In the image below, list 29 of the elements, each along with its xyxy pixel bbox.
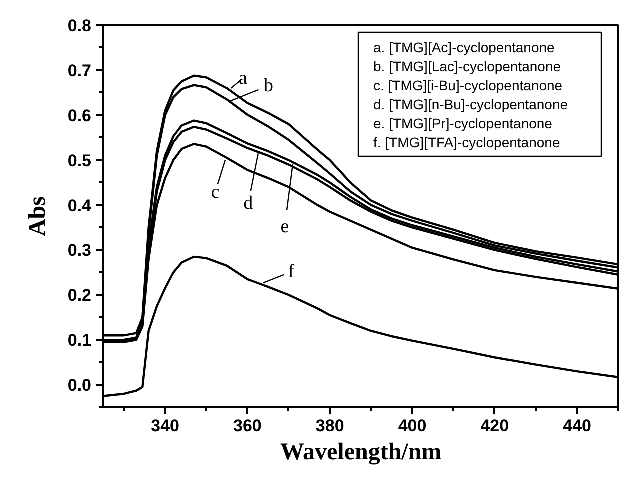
y-tick-label: 0.8 (68, 16, 92, 36)
annotation: c (211, 182, 220, 203)
annotation: a. [TMG][Ac]-cyclopentanone (374, 40, 556, 56)
x-tick-label: 360 (234, 416, 262, 436)
annotation: c. [TMG][i-Bu]-cyclopentanone (374, 78, 563, 94)
x-tick-label: 340 (151, 416, 180, 436)
y-axis-title: Abs (24, 196, 51, 237)
y-tick-label: 0.7 (68, 61, 92, 80)
annotation: f (288, 262, 296, 283)
x-tick-label: 420 (480, 416, 510, 436)
x-tick-label: 400 (398, 416, 427, 436)
annotation: b (264, 75, 274, 96)
y-tick-label: 0.0 (68, 376, 92, 396)
annotation: a (239, 68, 248, 89)
x-tick-label: 440 (563, 416, 592, 436)
y-tick-label: 0.1 (68, 331, 92, 350)
y-tick-label: 0.6 (68, 106, 92, 126)
y-tick-label: 0.2 (68, 286, 92, 306)
annotation: b. [TMG][Lac]-cyclopentanone (374, 58, 562, 74)
x-axis-title: Wavelength/nm (280, 440, 442, 466)
annotation: e. [TMG][Pr]-cyclopentanone (374, 116, 553, 132)
y-tick-label: 0.5 (68, 151, 92, 170)
annotation: d (244, 193, 254, 214)
y-tick-label: 0.4 (68, 196, 92, 216)
x-tick-label: 380 (316, 416, 344, 436)
annotation: f. [TMG][TFA]-cyclopentanone (374, 134, 560, 150)
annotation: d. [TMG][n-Bu]-cyclopentanone (374, 96, 568, 112)
y-tick-label: 0.3 (68, 241, 92, 260)
annotation: e (280, 216, 290, 238)
